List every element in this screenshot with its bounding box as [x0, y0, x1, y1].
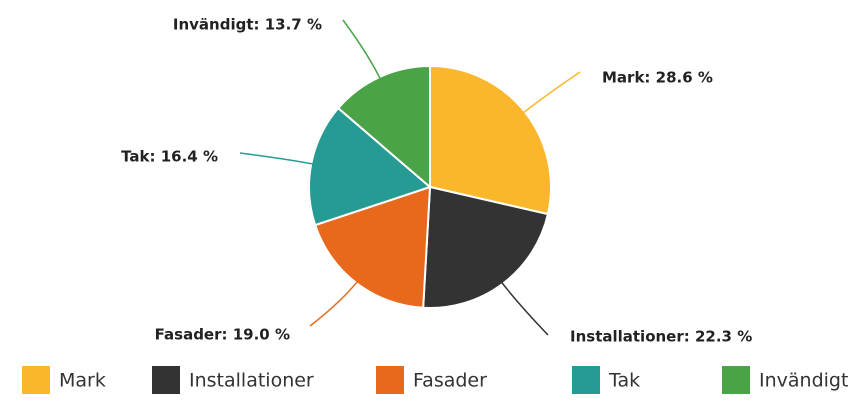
- data-label: Mark: 28.6 %: [602, 69, 713, 87]
- legend-label: Installationer: [189, 370, 314, 392]
- leader-line: [342, 19, 384, 85]
- legend-swatch: [572, 366, 600, 394]
- data-label: Fasader: 19.0 %: [155, 326, 290, 344]
- data-label: Invändigt: 13.7 %: [173, 16, 322, 34]
- legend-label: Fasader: [413, 370, 487, 392]
- legend-label: Tak: [608, 370, 640, 392]
- leader-line: [517, 71, 581, 118]
- leader-line: [497, 276, 549, 336]
- leader-line: [309, 276, 362, 327]
- data-label: Tak: 16.4 %: [121, 148, 218, 166]
- legend-swatch: [376, 366, 404, 394]
- legend-swatch: [722, 366, 750, 394]
- legend-swatch: [152, 366, 180, 394]
- leader-line: [239, 152, 320, 166]
- legend-label: Invändigt: [759, 370, 848, 392]
- data-label: Installationer: 22.3 %: [570, 328, 752, 346]
- legend-swatch: [22, 366, 50, 394]
- legend-label: Mark: [59, 370, 106, 392]
